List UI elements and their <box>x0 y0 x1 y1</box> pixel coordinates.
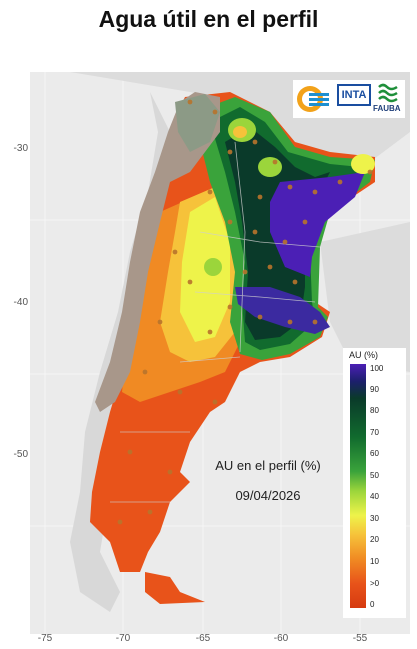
legend-label: 60 <box>370 449 379 458</box>
legend-colorbar <box>350 364 366 608</box>
fauba-logo: FAUBA <box>373 104 401 113</box>
legend-label: 50 <box>370 471 379 480</box>
legend-label: 100 <box>370 364 384 373</box>
x-tick-label: -55 <box>352 633 368 644</box>
water-agency-logo-icon <box>297 86 329 112</box>
legend: AU (%) 100 90 80 70 60 50 40 30 20 10 >0… <box>343 348 406 618</box>
map-caption: AU en el perfil (%) <box>215 458 321 473</box>
x-tick-label: -75 <box>37 633 53 644</box>
legend-label: 0 <box>370 600 375 609</box>
legend-label: 10 <box>370 557 379 566</box>
legend-title: AU (%) <box>349 350 378 360</box>
legend-label: 70 <box>370 428 379 437</box>
legend-label: 40 <box>370 492 379 501</box>
inta-logo: INTA <box>337 84 371 106</box>
x-tick-label: -65 <box>195 633 211 644</box>
x-tick-label: -60 <box>273 633 289 644</box>
x-tick-label: -70 <box>115 633 131 644</box>
y-tick-label: -40 <box>13 297 28 308</box>
y-tick-label: -30 <box>13 143 28 154</box>
institution-logos: INTA FAUBA <box>293 80 405 118</box>
map-title: Agua útil en el perfil <box>98 6 319 32</box>
map-date: 09/04/2026 <box>235 488 301 503</box>
legend-label: 30 <box>370 514 379 523</box>
legend-label: 90 <box>370 385 379 394</box>
legend-label: 20 <box>370 535 379 544</box>
legend-label: 80 <box>370 406 379 415</box>
legend-label: >0 <box>370 579 380 588</box>
fauba-mark-icon <box>378 83 398 103</box>
y-tick-label: -50 <box>13 449 28 460</box>
